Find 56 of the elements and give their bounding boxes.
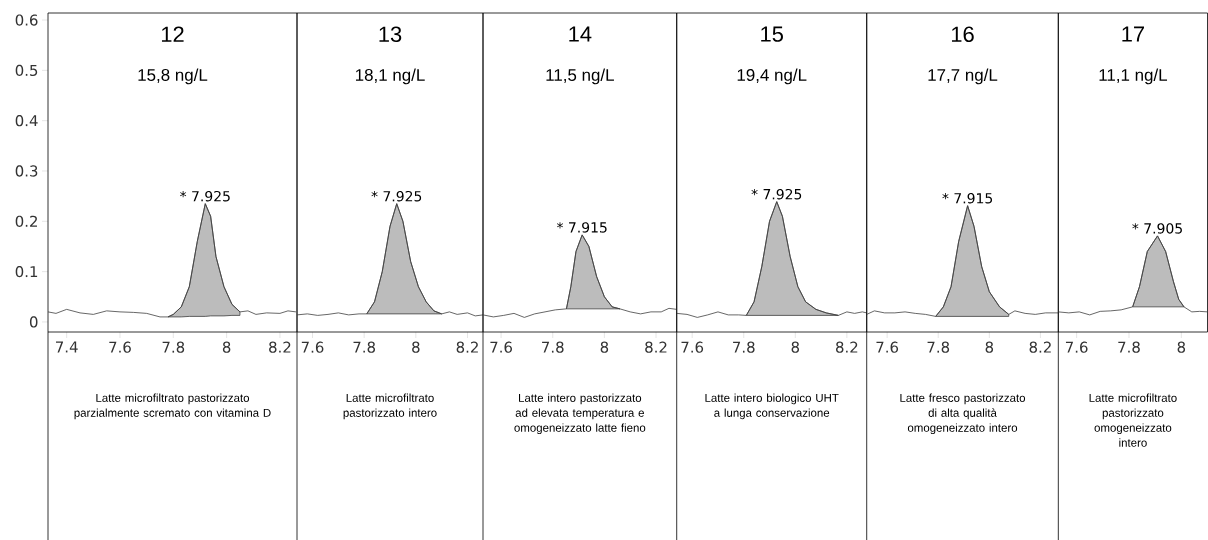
x-tick-label: 7.4 xyxy=(56,341,78,353)
annotation: * 7.925 xyxy=(751,188,802,200)
x-tick-label: 8 xyxy=(222,341,231,353)
x-tick-label: 7.8 xyxy=(927,341,950,353)
y-tick-label: 0.4 xyxy=(15,115,38,127)
x-tick-label: 8 xyxy=(1177,341,1186,353)
text: 17,7 ng/L xyxy=(928,68,998,85)
text: Latte microfiltrato pastorizzato parzialmente scremato con vitamina D xyxy=(74,393,271,420)
text: 15,8 ng/L xyxy=(138,68,208,85)
text: Latte fresco pastorizzato di alta qualità omogeneizzato intero xyxy=(900,393,1026,435)
x-tick-label: 7.8 xyxy=(542,341,564,353)
x-tick-label: 7.6 xyxy=(301,341,324,353)
x-tick-label: 8 xyxy=(791,341,800,353)
chart-title: 12 xyxy=(161,26,184,42)
x-tick-label: 7.6 xyxy=(876,341,899,353)
text: 11,1 ng/L xyxy=(1099,68,1168,85)
text: Latte microfiltrato pastorizzato omogeneizzato intero xyxy=(1089,393,1177,447)
x-tick-label: 8 xyxy=(412,341,420,353)
x-tick-label: 8 xyxy=(985,341,994,353)
y-tick-label: 0 xyxy=(29,316,38,328)
x-tick-label: 8.2 xyxy=(456,341,478,353)
y-tick-label: 0.1 xyxy=(15,265,38,278)
annotation: * 7.925 xyxy=(371,190,422,202)
text: Latte microfiltrato pastorizzato intero xyxy=(343,393,437,420)
text: 11,5 ng/L xyxy=(546,68,614,85)
annotation: * 7.925 xyxy=(180,190,230,202)
x-tick-label: 7.8 xyxy=(1118,341,1140,353)
y-tick-label: 0.2 xyxy=(15,215,37,227)
x-tick-label: 7.8 xyxy=(353,341,376,353)
x-tick-label: 7.6 xyxy=(109,341,131,353)
x-tick-label: 7.8 xyxy=(162,341,185,353)
y-tick-label: 0.5 xyxy=(15,64,38,77)
text: Latte intero pastorizzato ad elevata temperatura e omogeneizzato latte fieno xyxy=(514,393,646,435)
annotation: * 7.905 xyxy=(1132,223,1182,234)
text: 18,1 ng/L xyxy=(355,68,425,85)
y-tick-label: 0.3 xyxy=(15,165,38,177)
x-tick-label: 7.6 xyxy=(490,341,513,353)
x-tick-label: 8 xyxy=(600,341,609,353)
chart-title: 15 xyxy=(761,26,783,42)
x-tick-label: 8.2 xyxy=(836,341,858,353)
chart-title: 13 xyxy=(379,26,402,43)
text: 19,4 ng/L xyxy=(737,68,807,85)
x-tick-label: 7.6 xyxy=(681,341,704,353)
text: Latte intero biologico UHT a lunga conservazione xyxy=(705,393,839,420)
annotation: * 7.915 xyxy=(942,192,993,204)
x-tick-label: 7.8 xyxy=(733,341,755,353)
y-tick-label: 0.6 xyxy=(15,14,38,26)
x-tick-label: 7.6 xyxy=(1065,341,1088,353)
annotation: * 7.915 xyxy=(556,222,607,233)
x-tick-label: 8.2 xyxy=(1029,341,1051,353)
chart-title: 16 xyxy=(951,26,974,43)
chart-title: 14 xyxy=(569,26,592,42)
x-tick-label: 8.2 xyxy=(645,341,667,353)
line-series xyxy=(48,203,297,318)
chart-title: 17 xyxy=(1122,26,1144,42)
x-tick-label: 8.2 xyxy=(269,341,291,353)
